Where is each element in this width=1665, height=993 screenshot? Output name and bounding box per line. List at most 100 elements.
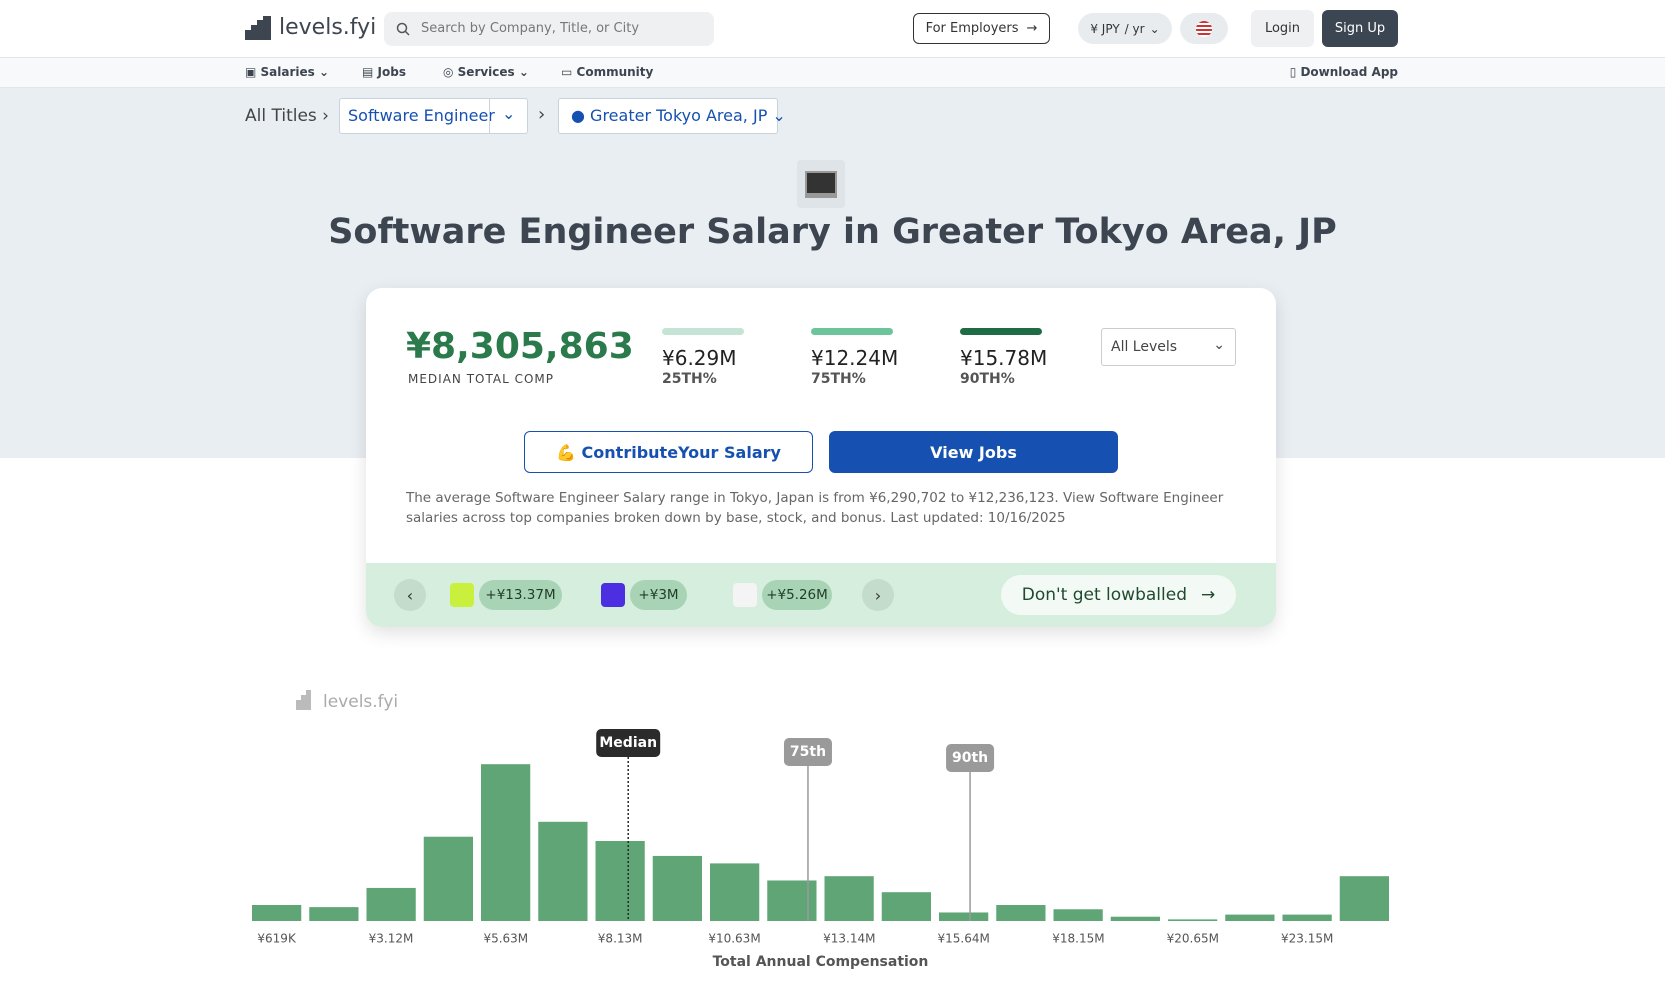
offer-pill: +¥13.37M	[479, 580, 562, 610]
download-text: Download App	[1300, 65, 1398, 79]
prev-button[interactable]: ‹	[394, 579, 426, 611]
search-box[interactable]	[384, 12, 714, 46]
histogram: levels.fyi ¥619K ¥3.12M ¥5.63M ¥8.13M ¥10.63…	[252, 690, 1389, 970]
x-tick-label: ¥3.12M	[369, 932, 414, 946]
watermark-icon	[296, 690, 311, 710]
percentile-value: ¥15.78M	[960, 346, 1048, 370]
lowball-text: Don't get lowballed	[1021, 585, 1187, 605]
level-select[interactable]: All Levels ⌄	[1101, 328, 1236, 366]
chevron: ⌄	[502, 104, 516, 123]
locale-select[interactable]	[1180, 13, 1228, 44]
page-title: Software Engineer Salary in Greater Toky…	[328, 212, 1337, 252]
bar	[252, 905, 302, 921]
location-text: Greater Tokyo Area, JP	[590, 106, 768, 125]
arrow: →	[1201, 585, 1216, 605]
search-placeholder: Search by Company, Title, or City	[421, 21, 640, 36]
x-tick-label: ¥8.13M	[598, 932, 643, 946]
bar	[767, 880, 817, 921]
percentile-label: 25TH%	[662, 371, 717, 387]
x-tick-label: ¥13.14M	[823, 932, 875, 946]
nav-salaries[interactable]: ▣ Salaries ⌄	[245, 65, 330, 79]
logo[interactable]: levels.fyi	[279, 15, 377, 40]
bar	[652, 855, 702, 921]
download-app[interactable]: ▯ Download App	[1289, 65, 1398, 79]
next-button[interactable]: ›	[862, 579, 894, 611]
login-button[interactable]: Login	[1251, 10, 1314, 47]
view-jobs-button[interactable]: View Jobs	[829, 431, 1118, 473]
location-select[interactable]: ● Greater Tokyo Area, JP ⌄	[558, 98, 786, 134]
title-select-text: Software Engineer	[348, 106, 495, 125]
percentile-bar	[960, 328, 1042, 335]
watermark: levels.fyi	[323, 692, 398, 712]
for-employers-button[interactable]: For Employers →	[913, 13, 1050, 44]
bar	[996, 905, 1046, 921]
nav-text: Jobs	[377, 65, 406, 79]
percentile-bar	[811, 328, 893, 335]
bar	[881, 892, 931, 921]
x-tick-label: ¥619K	[257, 932, 297, 946]
percentile-bar	[662, 328, 744, 335]
marker-box	[783, 738, 832, 766]
percentile-value: ¥12.24M	[811, 346, 899, 370]
offer-pill: +¥5.26M	[762, 580, 832, 610]
description: The average Software Engineer Salary ran…	[406, 490, 1224, 526]
chevron: ⌄	[1149, 21, 1160, 36]
bar	[1168, 919, 1218, 921]
median-value: ¥8,305,863	[406, 326, 634, 367]
arrow: →	[1026, 21, 1038, 36]
for-employers-text: For Employers	[925, 21, 1019, 36]
offer-pill: +¥3M	[630, 580, 687, 610]
x-axis-title: Total Annual Compensation	[713, 954, 929, 970]
period: / yr	[1124, 21, 1145, 36]
divider	[489, 98, 490, 134]
lowball-button[interactable]: Don't get lowballed →	[1001, 575, 1236, 615]
marker-box	[946, 744, 995, 772]
x-tick-label: ¥18.15M	[1052, 932, 1104, 946]
percentile-label: 75TH%	[811, 371, 866, 387]
marker-label: 90th	[952, 750, 988, 766]
breadcrumb-root-text: All Titles	[245, 106, 317, 126]
title-select[interactable]	[339, 98, 528, 134]
bar	[939, 912, 989, 921]
marker-label: Median	[599, 735, 657, 751]
bar	[1339, 876, 1389, 921]
laptop	[805, 170, 837, 198]
currency-select[interactable]: ¥ JPY / yr ⌄	[1078, 13, 1172, 44]
contribute-button[interactable]: 💪 ContributeYour Salary	[524, 431, 813, 473]
marker-label: 75th	[790, 744, 826, 760]
percentile-value: ¥6.29M	[662, 346, 737, 370]
bar	[538, 821, 588, 921]
flag	[1196, 20, 1212, 37]
bar	[710, 863, 760, 921]
nav-text: Community	[576, 65, 654, 79]
nav-community[interactable]: ▭ Community	[561, 65, 654, 79]
breadcrumb-root[interactable]: All Titles ›	[245, 106, 329, 126]
percentile-label: 90TH%	[960, 371, 1015, 387]
bar	[423, 836, 473, 921]
bar	[824, 876, 874, 921]
bar	[1225, 914, 1275, 921]
bar	[595, 841, 645, 921]
x-tick-label: ¥10.63M	[708, 932, 760, 946]
bar	[481, 764, 531, 921]
nav-text: Services	[457, 65, 515, 79]
bar	[1110, 916, 1160, 921]
nav-text: Salaries	[260, 65, 315, 79]
signup-button[interactable]: Sign Up	[1322, 10, 1398, 47]
x-tick-label: ¥20.65M	[1167, 932, 1219, 946]
bar	[1282, 914, 1332, 921]
chevron: ⌄	[1213, 337, 1225, 353]
nav-services[interactable]: ◎ Services ⌄	[443, 65, 529, 79]
currency: ¥ JPY	[1090, 21, 1120, 36]
bar	[366, 887, 416, 921]
marker-box	[596, 729, 661, 757]
title-icon	[797, 160, 845, 208]
company-logo	[733, 583, 757, 607]
company-logo	[601, 583, 625, 607]
logo-icon	[245, 16, 271, 40]
nav-bar	[0, 58, 1665, 88]
nav-jobs[interactable]: ▤ Jobs	[362, 65, 406, 79]
x-tick-label: ¥23.15M	[1281, 932, 1333, 946]
median-label: MEDIAN TOTAL COMP	[408, 372, 555, 386]
